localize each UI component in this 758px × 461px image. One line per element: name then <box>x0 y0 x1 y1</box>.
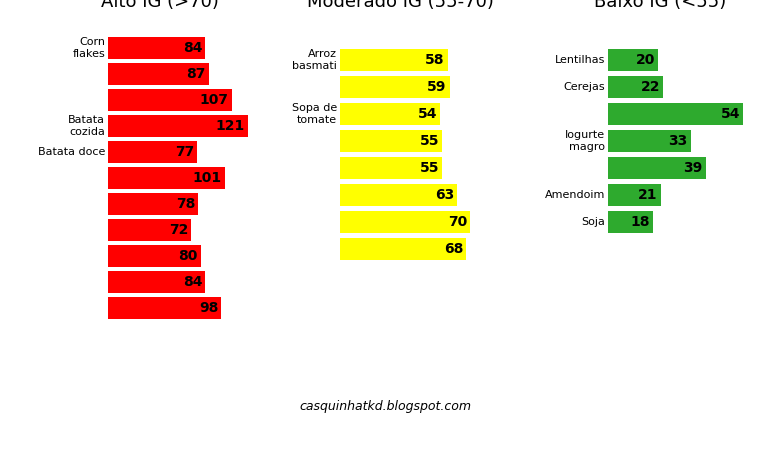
Bar <box>340 49 448 71</box>
Bar <box>108 297 221 319</box>
Text: 63: 63 <box>435 188 454 202</box>
Bar <box>108 37 205 59</box>
Bar <box>340 103 440 125</box>
Text: Cerejas: Cerejas <box>563 82 605 92</box>
Text: 78: 78 <box>176 197 196 211</box>
Text: 80: 80 <box>178 249 198 263</box>
Bar <box>108 89 232 111</box>
Text: Corn
flakes: Corn flakes <box>72 37 105 59</box>
Bar <box>340 211 470 233</box>
Text: Moderado IG (55-70): Moderado IG (55-70) <box>306 0 493 11</box>
Text: 18: 18 <box>631 215 650 229</box>
Text: Arroz
basmati: Arroz basmati <box>292 49 337 71</box>
Bar <box>340 184 457 206</box>
Bar <box>608 211 653 233</box>
Text: 58: 58 <box>425 53 445 67</box>
Text: 77: 77 <box>175 145 194 159</box>
Bar <box>108 141 197 163</box>
Text: 121: 121 <box>216 119 245 133</box>
Text: Soja: Soja <box>581 217 605 227</box>
Text: 101: 101 <box>193 171 222 185</box>
Text: casquinhatkd.blogspot.com: casquinhatkd.blogspot.com <box>299 400 471 413</box>
Text: 84: 84 <box>183 41 202 55</box>
Text: Batata
cozida: Batata cozida <box>68 115 105 137</box>
Text: 22: 22 <box>641 80 660 94</box>
Text: Iogurte
magro: Iogurte magro <box>565 130 605 152</box>
Text: 55: 55 <box>420 161 439 175</box>
Text: 72: 72 <box>169 223 188 237</box>
Text: Amendoim: Amendoim <box>545 190 605 200</box>
Bar <box>340 238 466 260</box>
Text: 21: 21 <box>638 188 657 202</box>
Text: 59: 59 <box>428 80 446 94</box>
Text: 20: 20 <box>636 53 655 67</box>
Bar <box>608 184 660 206</box>
Text: Baixo IG (<55): Baixo IG (<55) <box>594 0 726 11</box>
Bar <box>108 115 248 137</box>
Text: 33: 33 <box>669 134 688 148</box>
Bar <box>608 76 663 98</box>
Bar <box>608 49 658 71</box>
Bar <box>608 157 706 179</box>
Bar <box>108 193 199 215</box>
Text: 39: 39 <box>683 161 703 175</box>
Text: 68: 68 <box>444 242 463 256</box>
Bar <box>340 130 442 152</box>
Text: 70: 70 <box>448 215 467 229</box>
Bar <box>108 167 225 189</box>
Bar <box>608 130 691 152</box>
Bar <box>340 76 449 98</box>
Bar <box>340 157 442 179</box>
Text: 54: 54 <box>721 107 740 121</box>
Bar <box>108 219 191 241</box>
Text: Sopa de
tomate: Sopa de tomate <box>292 103 337 125</box>
Bar <box>108 63 208 85</box>
Text: Lentilhas: Lentilhas <box>555 55 605 65</box>
Bar <box>108 271 205 293</box>
Text: 84: 84 <box>183 275 202 289</box>
Bar <box>108 245 201 267</box>
Text: 54: 54 <box>418 107 437 121</box>
Text: Alto IG (>70): Alto IG (>70) <box>101 0 219 11</box>
Text: 87: 87 <box>186 67 205 81</box>
Text: 107: 107 <box>200 93 229 107</box>
Text: 55: 55 <box>420 134 439 148</box>
Bar <box>608 103 743 125</box>
Text: Batata doce: Batata doce <box>38 147 105 157</box>
Text: 98: 98 <box>199 301 218 315</box>
